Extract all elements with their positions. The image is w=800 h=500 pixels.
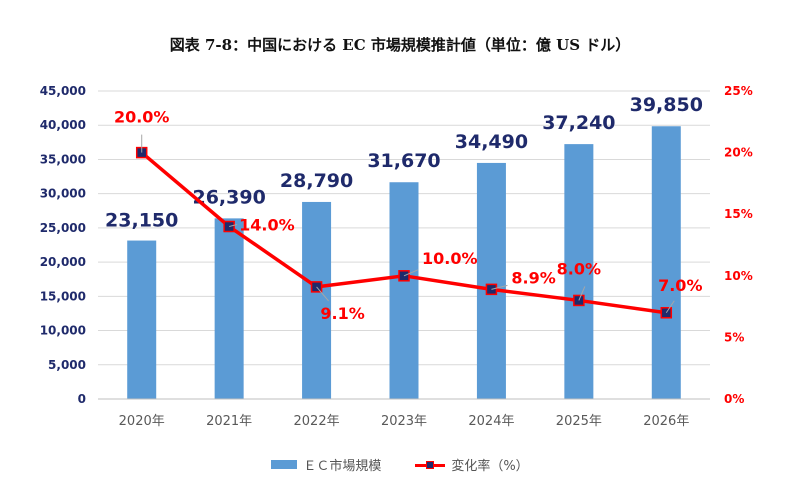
rate-value-label: 9.1% — [320, 304, 364, 323]
right-tick-label: 25% — [724, 84, 753, 98]
left-tick-label: 25,000 — [40, 221, 86, 235]
rate-leader-line — [665, 300, 675, 314]
left-tick-label: 30,000 — [40, 187, 86, 201]
bar[interactable] — [651, 126, 681, 399]
legend-item-line[interactable]: 変化率（%） — [415, 455, 529, 474]
bar-value-label: 31,670 — [367, 150, 440, 172]
rate-labels: 20.0% 14.0% 9.1% 10.0% 8.9% 8.0% 7.0% — [114, 108, 703, 323]
right-tick-label: 0% — [724, 392, 744, 406]
legend-item-bar[interactable]: ＥＣ市場規模 — [271, 455, 381, 474]
left-axis: 0 5,000 10,000 15,000 20,000 25,000 30,000 35,0… — [40, 84, 86, 406]
right-tick-label: 5% — [724, 330, 744, 344]
bar-value-label: 37,240 — [542, 112, 615, 134]
right-tick-label: 20% — [724, 146, 753, 160]
left-tick-label: 35,000 — [40, 152, 86, 166]
rate-value-label: 8.9% — [511, 268, 555, 287]
legend: ＥＣ市場規模 変化率（%） — [0, 455, 800, 474]
rate-value-label: 7.0% — [658, 276, 702, 295]
left-tick-label: 0 — [78, 392, 86, 406]
legend-label-bar: ＥＣ市場規模 — [303, 459, 382, 474]
x-tick-label: 2021年 — [206, 414, 252, 429]
left-tick-label: 5,000 — [48, 358, 86, 372]
bar-value-label: 34,490 — [455, 131, 528, 153]
rate-value-label: 10.0% — [422, 249, 478, 268]
rate-leader-line — [316, 286, 329, 302]
rate-value-label: 8.0% — [557, 259, 601, 278]
bar[interactable] — [476, 162, 506, 399]
bar-value-label: 23,150 — [105, 210, 178, 232]
x-tick-label: 2022年 — [294, 414, 340, 429]
rate-leader-line — [578, 286, 586, 301]
right-tick-label: 10% — [724, 269, 753, 283]
bar-value-label: 28,790 — [280, 170, 353, 192]
chart-title: 図表 7-8：中国における EC 市場規模推計値（単位：億 US ドル） — [169, 36, 631, 54]
rate-value-label: 14.0% — [239, 216, 295, 235]
bar-value-label: 26,390 — [192, 186, 265, 208]
left-tick-label: 10,000 — [40, 324, 86, 338]
bar[interactable] — [127, 240, 157, 399]
legend-bar-swatch — [271, 460, 298, 469]
right-axis: 0% 5% 10% 15% 20% 25% — [724, 84, 753, 406]
left-tick-label: 20,000 — [40, 255, 86, 269]
left-tick-label: 15,000 — [40, 289, 86, 303]
right-tick-label: 15% — [724, 207, 753, 221]
left-tick-label: 45,000 — [40, 84, 86, 98]
x-tick-label: 2023年 — [381, 414, 427, 429]
x-tick-label: 2026年 — [643, 414, 689, 429]
x-tick-label: 2025年 — [556, 414, 602, 429]
bar[interactable] — [389, 182, 419, 399]
rate-leader-line — [491, 284, 508, 290]
bar[interactable] — [302, 201, 332, 399]
bar-labels: 23,150 26,390 28,790 31,670 34,490 37,240 39,8… — [105, 94, 703, 231]
x-tick-label: 2024年 — [468, 414, 514, 429]
left-tick-label: 40,000 — [40, 118, 86, 132]
rate-leader-line — [403, 269, 419, 277]
legend-line-swatch — [415, 459, 446, 471]
rate-value-label: 20.0% — [114, 108, 170, 127]
bar[interactable] — [214, 218, 244, 399]
rate-leader-line — [229, 224, 238, 228]
bar-value-label: 39,850 — [630, 94, 703, 116]
bar[interactable] — [564, 144, 594, 399]
x-tick-label: 2020年 — [119, 414, 165, 429]
bars — [127, 126, 681, 399]
legend-label-line: 変化率（%） — [451, 459, 529, 474]
x-axis: 2020年 2021年 2022年 2023年 2024年 2025年 2026年 — [98, 398, 710, 429]
